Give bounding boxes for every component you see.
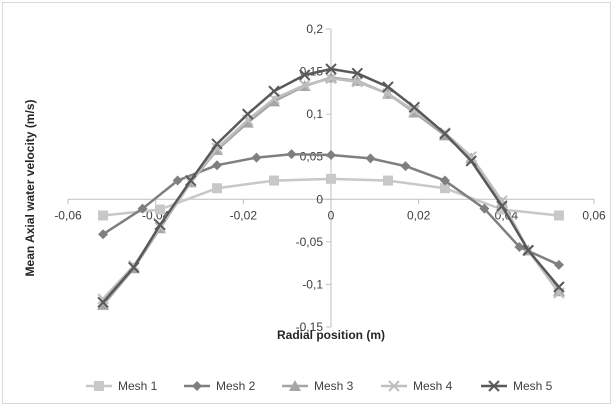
- data-point: [242, 108, 254, 120]
- legend: Mesh 1 Mesh 2 Mesh 3 Mesh 4 Mesh 5: [86, 379, 553, 393]
- data-point: [269, 175, 280, 186]
- y-tick-label: -0,15: [296, 320, 324, 334]
- data-point: [514, 241, 525, 252]
- data-point: [97, 298, 110, 310]
- plot-area: [97, 63, 565, 310]
- data-point: [128, 261, 140, 274]
- x-tick-label: -0,02: [230, 208, 258, 222]
- data-point: [408, 105, 420, 117]
- data-point: [211, 138, 223, 150]
- data-point: [522, 244, 534, 257]
- y-axis-title: Mean Axial water velocity (m/s): [23, 100, 37, 277]
- data-point: [439, 175, 450, 186]
- data-point: [154, 219, 166, 231]
- data-point: [98, 229, 109, 240]
- data-point: [465, 155, 477, 167]
- data-point: [365, 153, 376, 164]
- x-axis-title: Radial position (m): [277, 328, 385, 342]
- data-point: [382, 81, 394, 93]
- y-tick-label: -0,1: [302, 277, 323, 291]
- data-point: [479, 203, 490, 214]
- data-point: [496, 200, 508, 212]
- data-point: [137, 203, 148, 214]
- data-point: [553, 259, 564, 270]
- data-point: [298, 79, 311, 91]
- legend-label: Mesh 5: [513, 379, 553, 393]
- legend-label: Mesh 1: [118, 379, 158, 393]
- legend-marker: [94, 381, 104, 391]
- data-point: [496, 195, 508, 207]
- data-point: [496, 204, 507, 215]
- data-point: [408, 101, 420, 114]
- legend-label: Mesh 2: [216, 379, 256, 393]
- series-1: [98, 173, 564, 221]
- data-point: [172, 175, 183, 186]
- data-point: [241, 116, 254, 128]
- data-point: [155, 204, 166, 215]
- y-tick-label: 0,1: [306, 107, 323, 121]
- data-point: [298, 69, 311, 81]
- data-point: [382, 175, 393, 186]
- data-point: [465, 151, 477, 163]
- data-point: [326, 150, 336, 161]
- data-point: [439, 128, 451, 140]
- legend-marker: [388, 380, 400, 392]
- legend-item-3: Mesh 3: [282, 379, 354, 393]
- data-point: [211, 142, 223, 154]
- data-point: [439, 183, 450, 194]
- y-tick-label: 0: [316, 192, 323, 206]
- data-point: [97, 293, 109, 305]
- data-point: [325, 72, 337, 85]
- data-point: [553, 281, 565, 293]
- x-tick-label: 0,06: [582, 208, 606, 222]
- legend-label: Mesh 4: [413, 379, 453, 393]
- legend-marker: [289, 380, 301, 391]
- y-tick-label: -0,05: [296, 235, 324, 249]
- legend-marker: [488, 380, 500, 392]
- y-tick-label: 0,2: [306, 22, 323, 36]
- data-point: [212, 160, 223, 171]
- chart-frame: [2, 2, 611, 404]
- legend-marker: [192, 381, 202, 391]
- legend-item-2: Mesh 2: [184, 379, 256, 393]
- data-point: [553, 210, 564, 221]
- data-point: [400, 161, 411, 172]
- data-point: [268, 85, 280, 97]
- data-point: [351, 76, 364, 88]
- y-tick-label: 0,05: [300, 150, 324, 164]
- data-point: [326, 173, 336, 184]
- data-point: [98, 210, 109, 221]
- data-point: [351, 67, 364, 79]
- data-point: [251, 152, 262, 163]
- data-point: [286, 149, 297, 160]
- data-point: [325, 63, 337, 75]
- data-point: [97, 296, 109, 309]
- series-5: [97, 63, 565, 309]
- legend-label: Mesh 3: [314, 379, 354, 393]
- x-tick-label: 0,02: [407, 208, 431, 222]
- series-2: [98, 149, 564, 270]
- legend-item-1: Mesh 1: [86, 379, 158, 393]
- x-tick-label: -0,06: [54, 208, 82, 222]
- x-tick-label: 0: [328, 208, 335, 222]
- legend-item-4: Mesh 4: [381, 379, 453, 393]
- legend-item-5: Mesh 5: [481, 379, 553, 393]
- data-point: [268, 95, 281, 107]
- data-point: [552, 285, 565, 297]
- data-point: [212, 183, 223, 194]
- data-point: [185, 174, 197, 187]
